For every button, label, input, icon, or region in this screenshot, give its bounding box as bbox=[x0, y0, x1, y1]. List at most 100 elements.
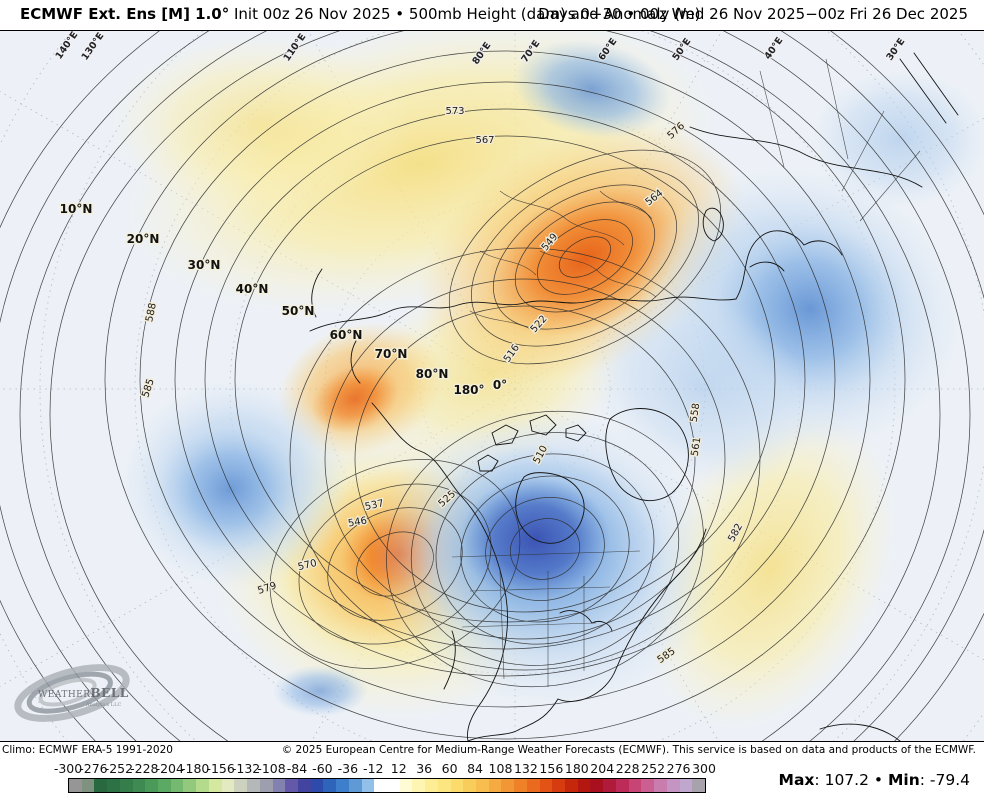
colorbar-tick: -252 bbox=[104, 761, 134, 776]
contour-label: 561 bbox=[690, 436, 704, 456]
title-bar: ECMWF Ext. Ens [M] 1.0° Init 00z 26 Nov … bbox=[0, 0, 984, 30]
colorbar-tick: 60 bbox=[441, 761, 458, 776]
colorbar-tick-labels: -300 -276 -252 -228 -204 -180 -156 -132 -108 -84-… bbox=[54, 761, 716, 776]
colorbar-tick: 276 bbox=[666, 761, 691, 776]
latitude-label: 30°N bbox=[188, 258, 221, 272]
colorbar-segment bbox=[94, 779, 108, 792]
anomaly-shading bbox=[110, 31, 984, 731]
colorbar-segment bbox=[654, 779, 667, 792]
colorbar-segment bbox=[628, 779, 642, 792]
latitude-label: 40°N bbox=[236, 282, 269, 296]
colorbar-segment bbox=[336, 779, 349, 792]
colorbar-segment bbox=[666, 779, 680, 792]
colorbar-segment bbox=[539, 779, 553, 792]
weatherbell-logo: WEATHERBELL Analytics LLC bbox=[14, 664, 130, 722]
model-name: ECMWF Ext. Ens [M] 1.0° bbox=[20, 5, 230, 23]
colorbar-segment bbox=[615, 779, 629, 792]
colorbar-tick: 156 bbox=[539, 761, 564, 776]
latitude-label: 10°N bbox=[60, 202, 93, 216]
colorbar-segment bbox=[81, 779, 95, 792]
colorbar-tick: -36 bbox=[337, 761, 359, 776]
colorbar-segment bbox=[399, 779, 413, 792]
colorbar-segment bbox=[297, 779, 311, 792]
logo-text-weather: WEATHER bbox=[38, 690, 91, 700]
colorbar-tick: 84 bbox=[467, 761, 483, 776]
latitude-label: 180° bbox=[453, 383, 484, 397]
min-colon: : bbox=[919, 771, 930, 789]
colorbar-segment bbox=[501, 779, 515, 792]
colorbar-tick: -276 bbox=[79, 761, 108, 776]
contour-label: 588 bbox=[144, 302, 159, 323]
colorbar-segment bbox=[158, 779, 171, 792]
latitude-label: 60°N bbox=[330, 328, 363, 342]
colorbar-tick: 204 bbox=[590, 761, 615, 776]
colorbar-tick: -180 bbox=[181, 761, 210, 776]
hemisphere-map: 5735675495645765885855225165375465705795… bbox=[0, 31, 984, 741]
colorbar-segment bbox=[208, 779, 222, 792]
colorbar-tick: 180 bbox=[564, 761, 589, 776]
colorbar-segment bbox=[437, 779, 451, 792]
colorbar-segment bbox=[526, 779, 540, 792]
colorbar-segment bbox=[272, 779, 286, 792]
max-label: Max bbox=[778, 771, 815, 789]
colorbar-segment bbox=[361, 779, 375, 792]
colorbar-segment bbox=[552, 779, 566, 792]
colorbar-tick: -300 bbox=[53, 761, 83, 776]
max-value: 107.2 bbox=[824, 771, 869, 789]
height-contours bbox=[0, 31, 984, 741]
title-init-text: Init 00z 26 Nov 2025 • 500mb Height (dam… bbox=[229, 5, 701, 23]
colorbar-segment bbox=[183, 779, 197, 792]
latitude-label: 0° bbox=[493, 378, 507, 392]
colorbar-tick: -60 bbox=[312, 761, 333, 776]
colorbar-segment bbox=[323, 779, 337, 792]
colorbar-tick: 300 bbox=[692, 761, 716, 776]
logo-subtext: Analytics LLC bbox=[85, 702, 121, 708]
colorbar-tick: 12 bbox=[390, 761, 407, 776]
contour-label: 570 bbox=[297, 558, 318, 573]
colorbar-segment bbox=[145, 779, 159, 792]
colorbar-segment bbox=[119, 779, 133, 792]
latitude-label: 80°N bbox=[416, 367, 449, 381]
colorbar-segment bbox=[259, 779, 273, 792]
contour-label: 546 bbox=[347, 515, 368, 529]
colorbar-tick: -108 bbox=[257, 761, 286, 776]
colorbar-segment bbox=[285, 779, 298, 792]
attribution-row: Climo: ECMWF ERA-5 1991-2020 © 2025 Euro… bbox=[0, 742, 984, 759]
contour-label: 558 bbox=[689, 402, 703, 422]
colorbar-tick: -132 bbox=[231, 761, 261, 776]
contour-label: 537 bbox=[364, 498, 385, 513]
max-min-readout: Max: 107.2 • Min: -79.4 bbox=[779, 771, 970, 789]
colorbar-tick: 132 bbox=[513, 761, 538, 776]
colorbar-tick: 228 bbox=[615, 761, 640, 776]
svg-text:WEATHERBELL: WEATHERBELL bbox=[38, 686, 129, 700]
colorbar-segment bbox=[463, 779, 476, 792]
colorbar-segment bbox=[679, 779, 693, 792]
colorbar-tick: -156 bbox=[206, 761, 235, 776]
colorbar-tick: 252 bbox=[641, 761, 666, 776]
colorbar-segment bbox=[412, 779, 426, 792]
colorbar-segment bbox=[590, 779, 604, 792]
colorbar-segment bbox=[170, 779, 184, 792]
colorbar-segment bbox=[132, 779, 146, 792]
colorbar-segment bbox=[374, 779, 387, 792]
colorbar-tick: -12 bbox=[363, 761, 384, 776]
colorbar-segment bbox=[425, 779, 438, 792]
colorbar-segment bbox=[565, 779, 578, 792]
min-label: Min bbox=[887, 771, 920, 789]
colorbar-segment bbox=[234, 779, 248, 792]
max-colon: : bbox=[814, 771, 825, 789]
colorbar-segment bbox=[692, 779, 705, 792]
colorbar-segment bbox=[488, 779, 502, 792]
coastlines bbox=[309, 52, 959, 741]
colorbar bbox=[68, 778, 706, 793]
colorbar-segment bbox=[476, 779, 489, 792]
contour-label: 567 bbox=[475, 135, 494, 146]
colorbar-segment bbox=[221, 779, 235, 792]
latitude-label: 50°N bbox=[282, 304, 315, 318]
colorbar-tick: -204 bbox=[155, 761, 184, 776]
contour-label: 573 bbox=[445, 106, 464, 117]
colorbar-tick: -84 bbox=[286, 761, 308, 776]
colorbar-segment bbox=[348, 779, 362, 792]
colorbar-segment bbox=[577, 779, 591, 792]
valid-period: Days 0−30 • 00z Wed 26 Nov 2025−00z Fri … bbox=[538, 5, 968, 23]
